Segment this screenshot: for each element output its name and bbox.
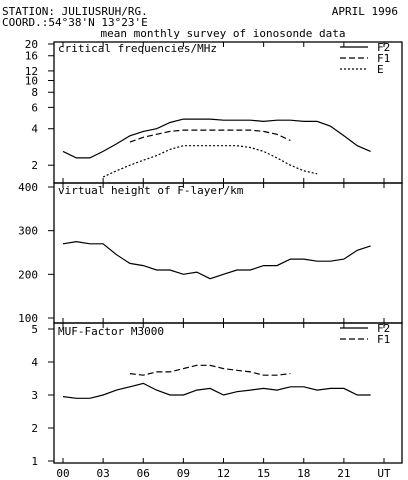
x-tick-label: UT	[377, 467, 391, 480]
legend-label: F1	[377, 52, 390, 65]
y-tick-label: 12	[25, 65, 38, 78]
x-tick-label: 18	[297, 467, 310, 480]
legend-label: F2	[377, 41, 390, 54]
y-tick-label: 16	[25, 50, 38, 63]
y-tick-label: 200	[18, 268, 38, 281]
y-tick-label: 6	[31, 101, 38, 114]
panel-frame	[53, 41, 403, 184]
x-tick-label: 21	[337, 467, 350, 480]
series-line-f2	[62, 118, 371, 159]
coord-label: COORD.:54°38'N 13°23'E	[2, 16, 148, 29]
y-tick-label: 20	[25, 38, 38, 51]
panel-virtual-height: virtual height of F-layer/km 100 200 300 40…	[18, 181, 403, 325]
y-tick-label: 4	[31, 356, 38, 369]
x-tick-label: 12	[217, 467, 230, 480]
x-tick-label: 15	[257, 467, 270, 480]
series-line-f1	[129, 129, 291, 143]
series-line-f1	[129, 364, 291, 376]
legend-label: E	[377, 63, 384, 76]
y-tick-label: 400	[18, 181, 38, 194]
y-tick-label: 100	[18, 312, 38, 325]
legend-label: F1	[377, 333, 390, 346]
x-axis-tick-labels: 00 03 06 09 12 15 18 21 UT	[56, 467, 391, 480]
y-tick-label: 5	[31, 323, 38, 336]
station-label: STATION: JULIUSRUH/RG.	[2, 5, 148, 18]
panel-frame	[53, 322, 403, 464]
subtitle: mean monthly survey of ionosonde data	[100, 27, 345, 40]
series-line-f2	[62, 382, 371, 399]
y-tick-label: 3	[31, 389, 38, 402]
panel-title: critical frequencies/MHz	[58, 42, 217, 55]
panel-frame	[53, 182, 403, 324]
y-tick-label: 2	[31, 159, 38, 172]
y-tick-label: 1	[31, 455, 38, 468]
x-tick-label: 03	[97, 467, 110, 480]
legend-label: F2	[377, 322, 390, 335]
series-line-hf	[62, 240, 371, 280]
y-tick-label: 4	[31, 123, 38, 136]
date-label: APRIL 1996	[332, 5, 398, 18]
panel-title: MUF-Factor M3000	[58, 325, 164, 338]
y-tick-label: 8	[31, 86, 38, 99]
y-tick-label: 10	[25, 74, 38, 87]
series-line-e	[102, 145, 318, 178]
y-tick-label: 300	[18, 225, 38, 238]
panel-title: virtual height of F-layer/km	[58, 184, 244, 197]
x-tick-label: 09	[177, 467, 190, 480]
x-tick-label: 00	[56, 467, 69, 480]
x-tick-label: 06	[137, 467, 150, 480]
y-tick-label: 2	[31, 422, 38, 435]
